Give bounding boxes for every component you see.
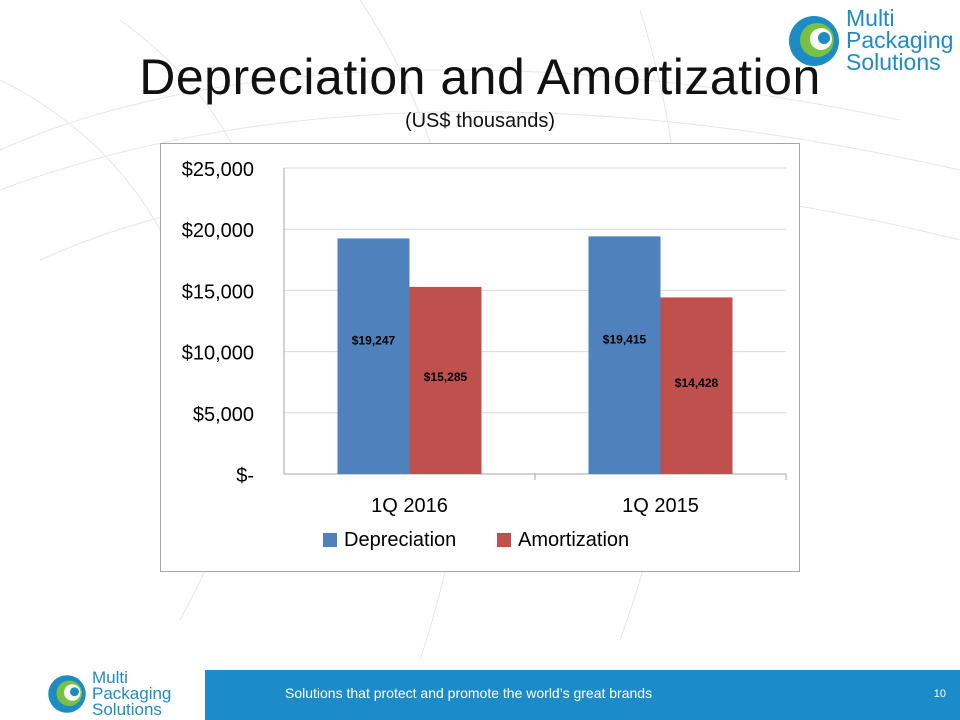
y-tick-label: $20,000 — [182, 220, 254, 242]
bar-chart: $- $5,000 $10,000 $15,000 $20,000 $25,000 $19,… — [182, 159, 787, 551]
data-label: $19,247 — [352, 333, 396, 347]
bar-amortization — [660, 297, 733, 474]
y-tick-label: $10,000 — [182, 343, 254, 365]
slide-title: Depreciation and Amortization — [139, 49, 821, 105]
y-tick-label: $25,000 — [182, 159, 254, 181]
footer-tagline: Solutions that protect and promote the w… — [285, 685, 653, 701]
footer-bar: Solutions that protect and promote the w… — [205, 670, 960, 720]
bar-amortization — [409, 286, 482, 474]
swirl-logo-icon — [48, 675, 86, 713]
bar-depreciation — [588, 236, 661, 474]
y-tick-label: $- — [236, 465, 254, 487]
data-label: $14,428 — [675, 376, 719, 390]
legend-label-depreciation: Depreciation — [344, 529, 456, 551]
legend-swatch-depreciation — [323, 533, 337, 547]
y-tick-label: $5,000 — [193, 404, 254, 426]
logo-line-2: Packaging — [846, 26, 954, 53]
footer-logo: Multi Packaging Solutions — [46, 668, 172, 720]
y-tick-label: $15,000 — [182, 281, 254, 303]
chart-frame: $- $5,000 $10,000 $15,000 $20,000 $25,000 $19,… — [160, 143, 800, 572]
data-label: $19,415 — [603, 332, 647, 346]
swirl-logo-icon — [789, 15, 839, 66]
footer-logo-line-1: Multi — [92, 668, 128, 687]
legend-label-amortization: Amortization — [518, 529, 629, 551]
company-logo: Multi Packaging Solutions — [786, 5, 954, 75]
legend-swatch-amortization — [497, 533, 511, 547]
x-tick-label: 1Q 2015 — [622, 495, 699, 517]
slide-subtitle: (US$ thousands) — [404, 110, 556, 132]
footer-logo-line-3: Solutions — [92, 700, 162, 720]
page-number: 10 — [933, 688, 946, 700]
logo-line-3: Solutions — [846, 48, 941, 75]
bar-depreciation — [337, 238, 410, 474]
footer-logo-line-2: Packaging — [92, 684, 172, 704]
data-label: $15,285 — [424, 370, 468, 384]
x-tick-label: 1Q 2016 — [371, 495, 448, 517]
logo-line-1: Multi — [846, 5, 895, 31]
